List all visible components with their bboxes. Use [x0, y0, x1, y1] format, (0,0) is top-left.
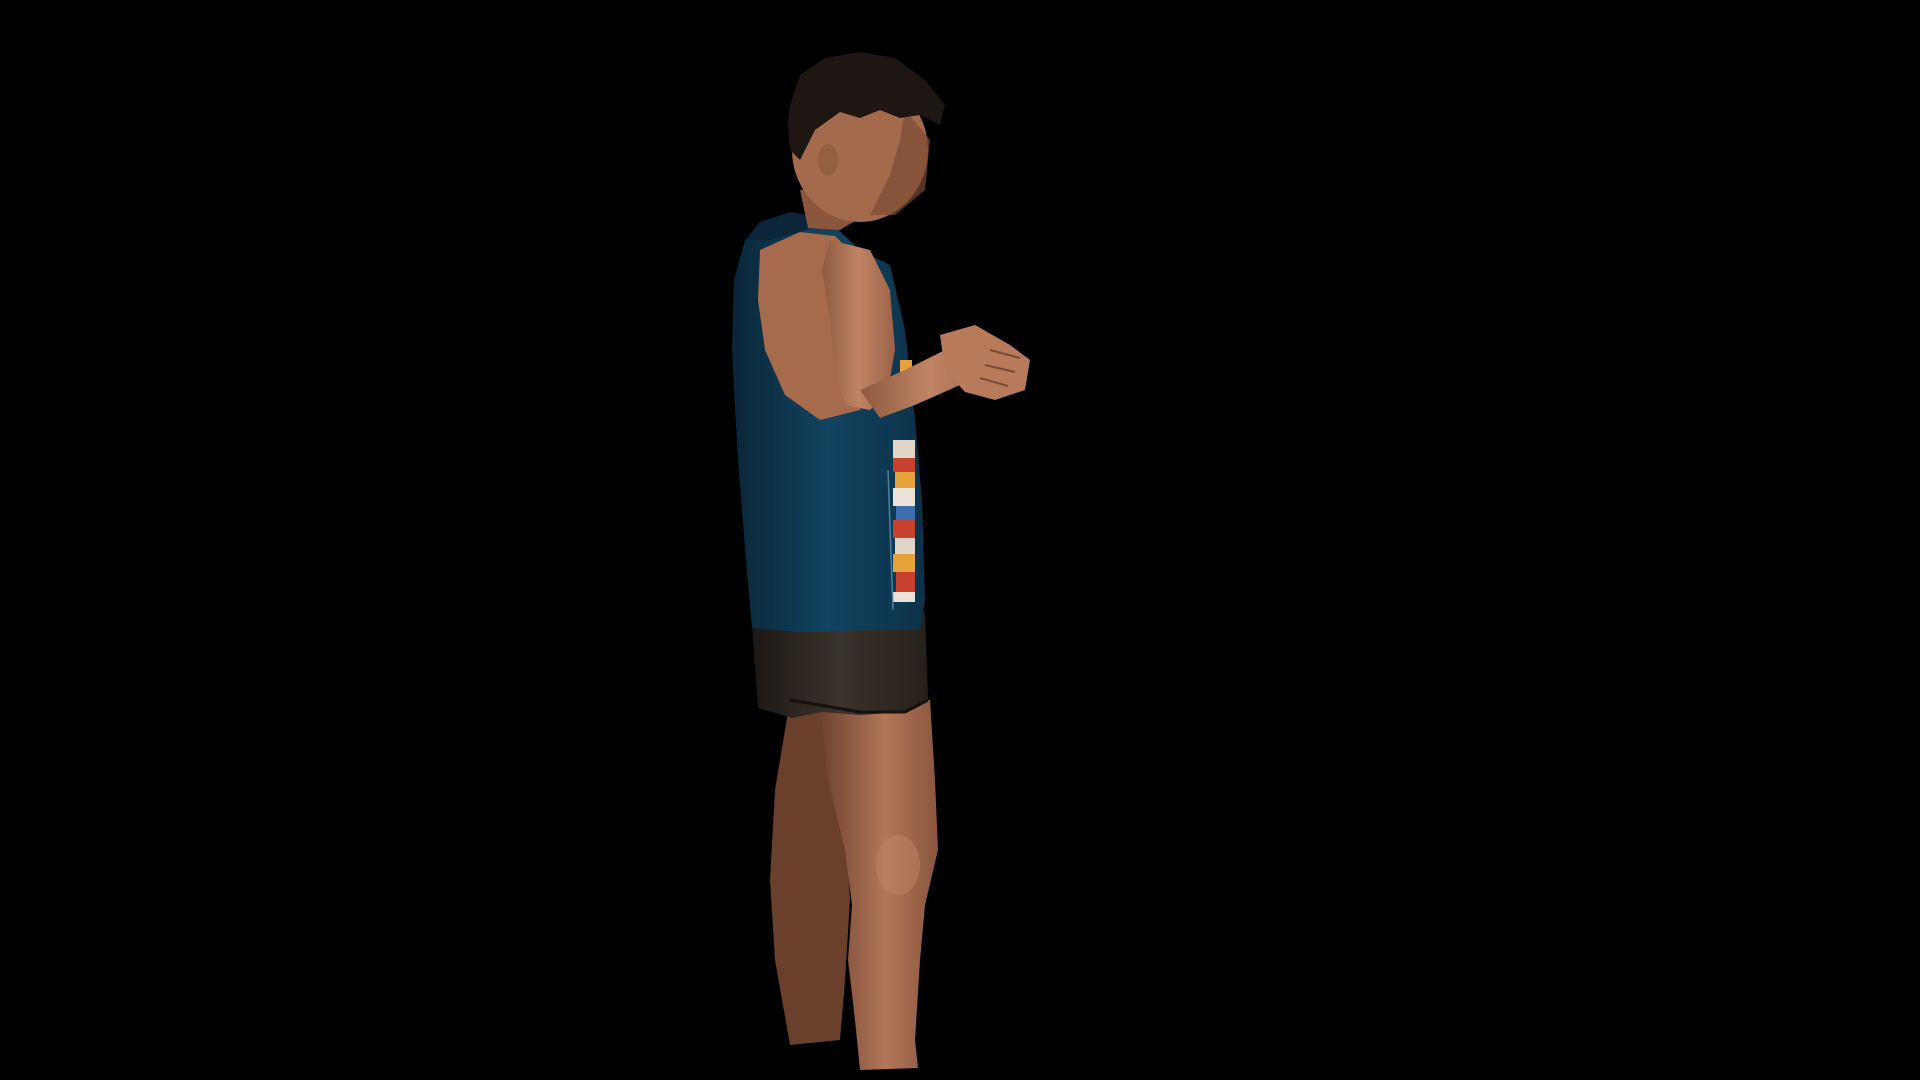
front-leg: [820, 700, 938, 1070]
hands: [940, 325, 1030, 400]
tank-seam: [887, 469, 894, 611]
knee-highlight: [876, 835, 920, 895]
shorts-hem: [789, 698, 929, 714]
hair: [788, 52, 945, 160]
fingers: [979, 349, 1021, 387]
shorts: [752, 612, 928, 718]
tank-print: [893, 360, 915, 602]
ear: [818, 144, 838, 176]
face-shadow: [870, 110, 930, 215]
upper-arm: [822, 240, 895, 410]
